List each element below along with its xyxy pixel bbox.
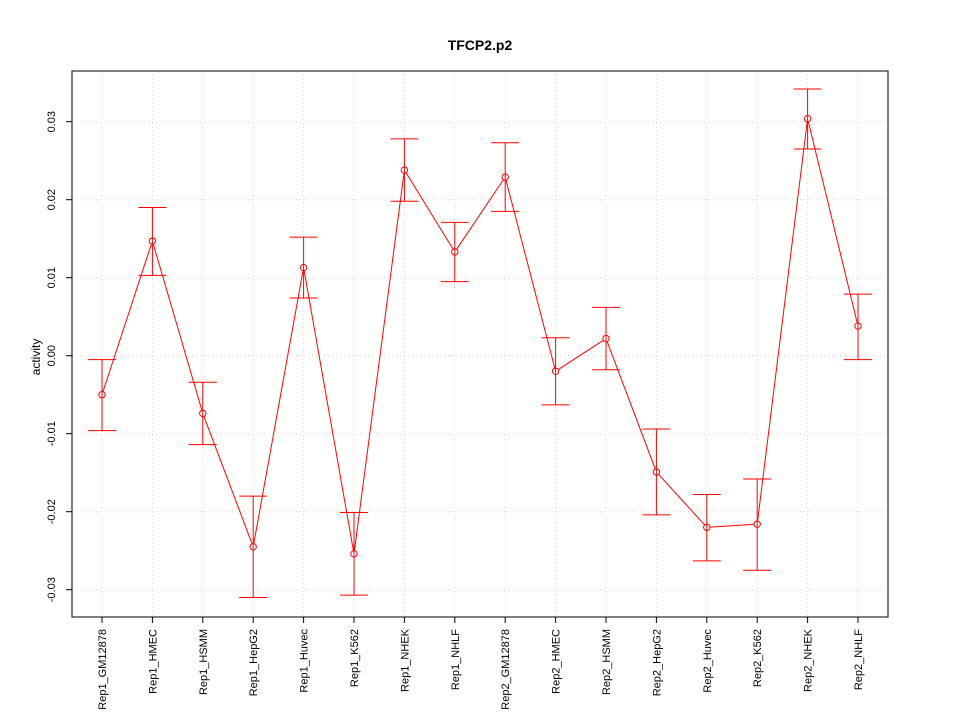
data-point (249, 543, 257, 551)
x-tick-label: Rep2_HSMM (601, 629, 613, 695)
series-line-segment (807, 121, 858, 324)
y-axis-label: activity (29, 339, 43, 376)
series-line-segment (203, 416, 253, 544)
series-line-segment (353, 173, 405, 551)
error-bars (88, 88, 872, 598)
data-point (501, 173, 509, 181)
x-tick-label: Rep2_NHEK (803, 628, 815, 692)
data-point (98, 391, 106, 399)
series-line-segment (658, 473, 706, 526)
x-tick-label: Rep1_NHLF (450, 629, 462, 690)
data-point (602, 334, 610, 343)
x-tick-label: Rep1_Huvec (299, 629, 311, 693)
data-point (703, 523, 711, 531)
series-line-segment (505, 180, 556, 369)
data-point (803, 114, 812, 123)
series-line-segment (757, 121, 808, 522)
y-tick-label: 0.01 (46, 267, 58, 288)
series-line-segment (253, 270, 304, 544)
data-point (854, 322, 862, 330)
y-tick-label: -0.02 (46, 499, 58, 524)
y-tick-label: 0.02 (46, 189, 58, 210)
data-point (299, 263, 308, 272)
x-tick-label: Rep2_Huvec (702, 629, 714, 693)
data-point (199, 409, 207, 418)
series-line-segment (152, 243, 203, 411)
y-axis: -0.03 -0.02 -0.01 0.00 0.01 0.02 0.03 (46, 111, 72, 602)
x-tick-label: Rep2_HMEC (551, 629, 563, 694)
chart-title: TFCP2.p2 (448, 37, 513, 53)
series-line-segment (558, 339, 604, 370)
data-point (148, 237, 157, 245)
x-tick-label: Rep2_GM12878 (500, 629, 512, 710)
data-point (451, 248, 459, 256)
y-tick-label: 0.00 (46, 345, 58, 366)
data-point (350, 550, 358, 558)
x-tick-label: Rep1_HSMM (198, 629, 210, 695)
x-tick-label: Rep2_NHLF (853, 629, 865, 690)
series-line-segment (405, 172, 454, 250)
x-tick-label: Rep1_HMEC (147, 629, 159, 694)
x-tick-label: Rep1_K562 (349, 629, 361, 687)
plot-frame (71, 70, 889, 618)
series-line-segment (303, 270, 354, 551)
data-point (753, 520, 761, 528)
series-line-segment (709, 523, 755, 528)
data-point (551, 367, 560, 375)
grid-lines (72, 71, 888, 617)
data-series (98, 114, 862, 558)
series-line-segment (102, 243, 152, 392)
y-tick-label: -0.03 (46, 577, 58, 602)
series-line-segment (606, 341, 656, 470)
x-tick-label: Rep1_NHEK (399, 628, 411, 692)
y-tick-label: 0.03 (46, 111, 58, 132)
x-tick-label: Rep2_K562 (752, 629, 764, 687)
y-tick-label: -0.01 (46, 421, 58, 446)
data-point (400, 166, 409, 174)
x-tick-label: Rep1_GM12878 (97, 629, 109, 710)
series-line-segment (456, 179, 504, 250)
x-tick-label: Rep1_HepG2 (248, 629, 260, 696)
data-point (652, 468, 661, 476)
x-axis: Rep1_GM12878 Rep1_HMEC Rep1_HSMM Rep1_HepG2… (97, 617, 865, 710)
x-tick-label: Rep2_HepG2 (651, 629, 663, 696)
